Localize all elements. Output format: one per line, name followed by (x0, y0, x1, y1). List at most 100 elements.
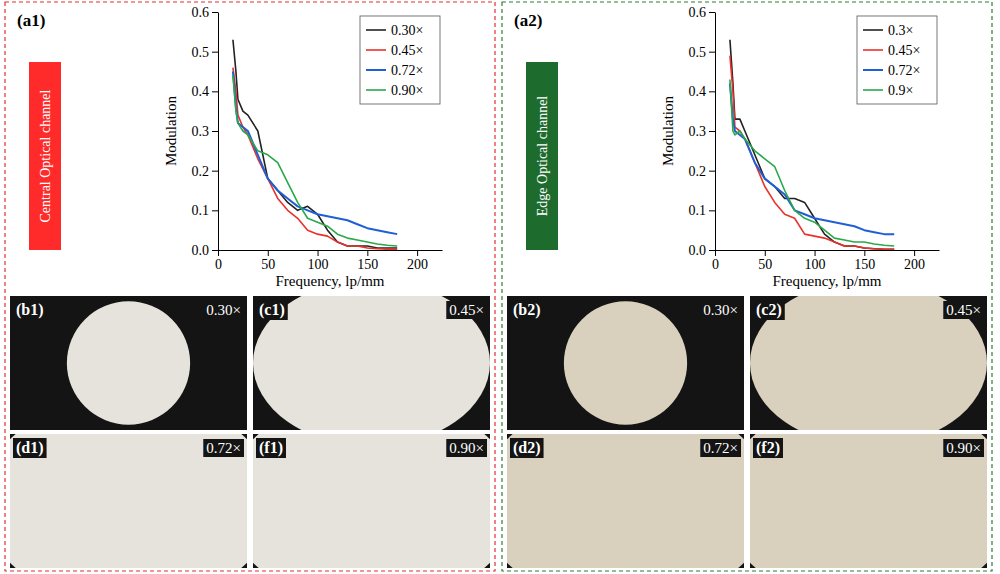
y-tick: 0.4 (192, 84, 219, 99)
label-patch (943, 439, 984, 457)
y-tick-label: 0.3 (192, 124, 210, 139)
legend-box (857, 16, 937, 104)
legend-box (360, 16, 440, 104)
side-label-box (526, 62, 558, 250)
x-tick-mark (218, 250, 219, 256)
x-tick: 50 (758, 250, 772, 272)
y-tick-label: 0.6 (192, 5, 210, 20)
y-tick-label: 0.2 (689, 164, 707, 179)
y-axis: 0.00.10.20.30.40.50.6 (689, 5, 716, 258)
legend-label: 0.30× (391, 23, 423, 38)
y-tick-label: 0.5 (192, 45, 210, 60)
photo-field (750, 434, 987, 568)
y-tick-mark (709, 131, 715, 132)
y-tick-mark (709, 171, 715, 172)
label-patch (203, 439, 244, 457)
y-tick: 0.6 (689, 5, 716, 20)
y-tick-label: 0.2 (192, 164, 210, 179)
legend-swatch (366, 49, 386, 51)
y-tick: 0.2 (689, 164, 716, 179)
y-tick-label: 0.3 (689, 124, 707, 139)
series-line (730, 79, 894, 246)
x-tick-label: 200 (407, 257, 428, 272)
photo-label: (c2) (756, 301, 782, 319)
legend: 0.30×0.45×0.72×0.90× (360, 16, 440, 104)
photo: (f2)0.90× (722, 396, 1000, 574)
panel: (a1)Central Optical channel0501001502000… (0, 2, 518, 574)
y-tick: 0.2 (192, 164, 219, 179)
y-axis-title: Modulation (163, 96, 179, 166)
y-tick-mark (212, 171, 218, 172)
legend-swatch (366, 89, 386, 91)
side-label: Central Optical channel (38, 89, 53, 222)
x-tick-label: 0 (215, 257, 222, 272)
x-tick-mark (715, 250, 716, 256)
x-tick-label: 100 (805, 257, 826, 272)
x-tick-mark (417, 250, 418, 256)
y-tick-mark (212, 52, 218, 53)
photo-field (67, 301, 190, 424)
label-patch (256, 300, 288, 320)
y-tick-mark (709, 210, 715, 211)
photo-field (253, 296, 490, 430)
photo-magnification: 0.72× (703, 440, 738, 456)
x-tick: 50 (261, 250, 275, 272)
label-patch (510, 438, 544, 458)
y-tick: 0.0 (192, 243, 219, 258)
x-tick: 100 (805, 250, 826, 272)
y-axis-line (218, 13, 219, 251)
label-patch (700, 301, 741, 319)
photo: (d1)0.72× (0, 396, 275, 574)
photo-background (507, 296, 744, 430)
photo-field (750, 296, 987, 430)
photo-magnification: 0.72× (206, 440, 241, 456)
panel-label: (a2) (514, 11, 542, 30)
y-tick-label: 0.0 (192, 243, 210, 258)
x-tick-mark (815, 250, 816, 256)
y-tick-label: 0.1 (192, 203, 210, 218)
y-axis-line (715, 13, 716, 251)
y-tick: 0.1 (689, 203, 716, 218)
y-tick-mark (709, 52, 715, 53)
legend-label: 0.45× (888, 43, 920, 58)
x-axis: 050100150200 (215, 250, 443, 272)
photo-label: (c1) (259, 301, 285, 319)
label-patch (943, 301, 984, 319)
legend-swatch (366, 29, 386, 31)
y-tick-label: 0.0 (689, 243, 707, 258)
photo: (c1)0.45× (253, 280, 490, 446)
x-tick-label: 150 (854, 257, 875, 272)
photo-field (253, 434, 490, 568)
legend-label: 0.3× (888, 23, 913, 38)
label-patch (203, 301, 244, 319)
legend-swatch (863, 49, 883, 51)
y-tick-label: 0.4 (192, 84, 210, 99)
x-axis-line (716, 250, 940, 251)
x-tick-mark (367, 250, 368, 256)
y-tick-mark (709, 250, 715, 251)
x-tick: 0 (215, 250, 222, 272)
legend-label: 0.45× (391, 43, 423, 58)
label-patch (446, 439, 487, 457)
figure: (a1)Central Optical channel0501001502000… (0, 0, 1000, 574)
x-tick: 200 (904, 250, 925, 272)
label-patch (13, 438, 47, 458)
y-tick-mark (709, 12, 715, 13)
label-patch (256, 438, 286, 458)
x-tick-label: 200 (904, 257, 925, 272)
photo-background (10, 296, 247, 430)
x-tick-label: 50 (758, 257, 772, 272)
x-axis-title: Frequency, lp/mm (772, 273, 881, 289)
photo-magnification: 0.30× (703, 302, 738, 318)
label-patch (510, 300, 544, 320)
x-tick: 150 (854, 250, 875, 272)
legend-label: 0.72× (888, 63, 920, 78)
photo-label: (b1) (16, 301, 44, 319)
x-tick: 150 (357, 250, 378, 272)
photo-magnification: 0.45× (946, 302, 981, 318)
photo-field (507, 434, 744, 568)
y-tick: 0.1 (192, 203, 219, 218)
photo-label: (d2) (513, 439, 541, 457)
legend-swatch (863, 69, 883, 71)
label-patch (700, 439, 741, 457)
